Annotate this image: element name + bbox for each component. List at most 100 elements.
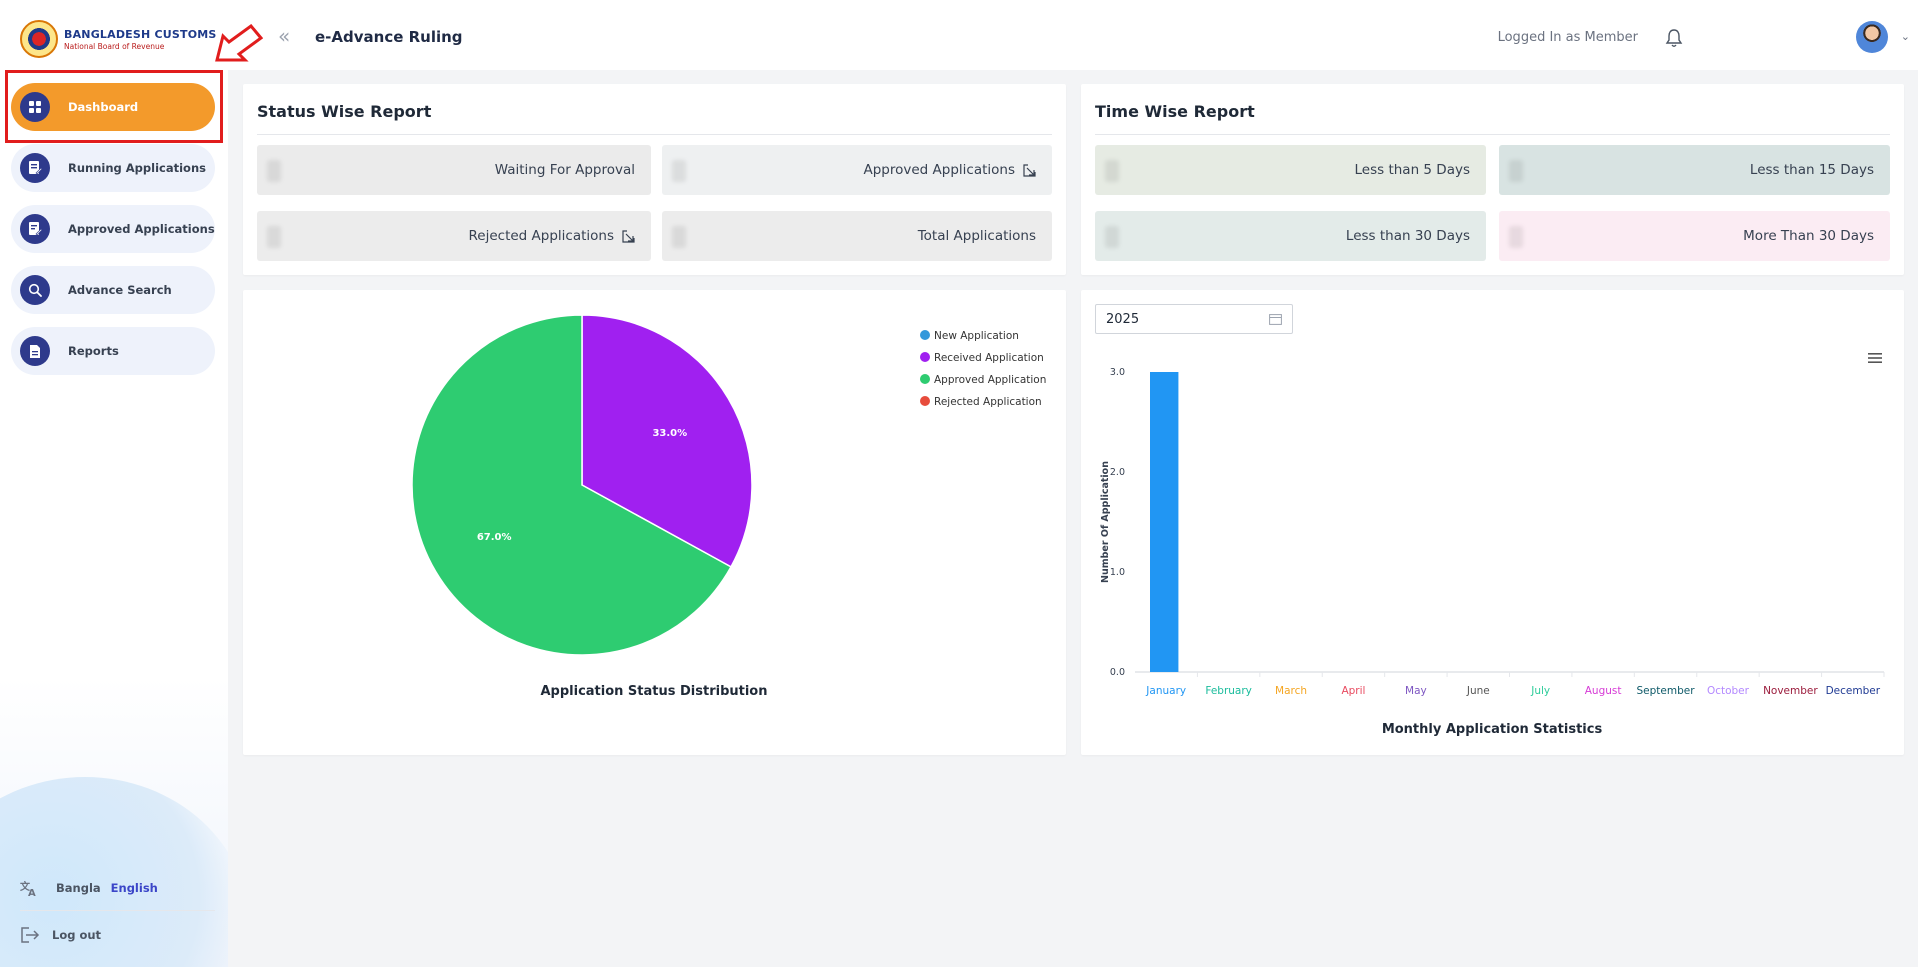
tile-less-than-15-days[interactable]: Less than 15 Days bbox=[1499, 145, 1890, 195]
x-tick-label: April bbox=[1341, 685, 1365, 697]
sidebar-item-label: Reports bbox=[68, 344, 119, 358]
sidebar-item-label: Dashboard bbox=[68, 100, 139, 114]
sidebar-item-label: Running Applications bbox=[68, 161, 206, 175]
chart-menu-icon[interactable] bbox=[1868, 352, 1882, 364]
approved-doc-icon bbox=[20, 214, 50, 244]
logout-button[interactable]: Log out bbox=[20, 926, 101, 944]
tile-count-blurred bbox=[1509, 226, 1523, 248]
calendar-icon bbox=[1269, 314, 1282, 325]
x-tick-label: May bbox=[1405, 685, 1427, 697]
chevron-down-icon[interactable]: ⌄ bbox=[1900, 30, 1910, 43]
bar-chart-card: 0.0 1.0 2.0 3.0 Number Of Application January… bbox=[1081, 290, 1904, 755]
tile-less-than-5-days[interactable]: Less than 5 Days bbox=[1095, 145, 1486, 195]
tile-more-than-30-days[interactable]: More Than 30 Days bbox=[1499, 211, 1890, 261]
tile-count-blurred bbox=[1105, 226, 1119, 248]
language-english[interactable]: English bbox=[110, 881, 158, 895]
x-tick-label: March bbox=[1275, 685, 1307, 697]
tile-label: Total Applications bbox=[917, 228, 1036, 244]
tile-less-than-30-days[interactable]: Less than 30 Days bbox=[1095, 211, 1486, 261]
x-tick-label: June bbox=[1466, 685, 1490, 697]
x-tick-label: February bbox=[1205, 685, 1252, 697]
tile-label: More Than 30 Days bbox=[1743, 228, 1874, 244]
tile-count-blurred bbox=[1105, 160, 1119, 182]
legend-label: Received Application bbox=[934, 352, 1044, 364]
bar-chart-title: Monthly Application Statistics bbox=[1382, 722, 1603, 737]
translate-icon: 文A bbox=[20, 880, 36, 897]
logout-icon bbox=[21, 927, 40, 943]
divider bbox=[257, 134, 1052, 135]
status-report-title: Status Wise Report bbox=[257, 102, 432, 121]
y-tick-label: 3.0 bbox=[1110, 367, 1125, 378]
bell-icon[interactable] bbox=[1665, 28, 1683, 48]
x-tick-label: October bbox=[1707, 685, 1750, 697]
sidebar-item-reports[interactable]: Reports bbox=[11, 327, 215, 375]
brand-title: BANGLADESH CUSTOMS bbox=[64, 27, 217, 41]
tile-label: Less than 30 Days bbox=[1345, 228, 1470, 244]
legend-label: Approved Application bbox=[934, 374, 1046, 386]
sidebar-item-label: Advance Search bbox=[68, 283, 172, 297]
tile-waiting-for-approval[interactable]: Waiting For Approval bbox=[257, 145, 651, 195]
tile-count-blurred bbox=[267, 160, 281, 182]
tile-label: Rejected Applications bbox=[468, 228, 614, 244]
tile-label: Waiting For Approval bbox=[494, 162, 635, 178]
time-report-card: Time Wise Report Less than 5 Days Less t… bbox=[1081, 84, 1904, 275]
x-tick-label: July bbox=[1530, 685, 1550, 697]
y-tick-label: 2.0 bbox=[1110, 467, 1125, 478]
pie-chart-card: 33.0% 67.0% New Application Received Applic… bbox=[243, 290, 1066, 755]
tile-approved-applications[interactable]: Approved Applications bbox=[662, 145, 1052, 195]
year-picker[interactable]: 2025 bbox=[1095, 304, 1293, 334]
tile-label: Less than 15 Days bbox=[1749, 162, 1874, 178]
sidebar-item-advance-search[interactable]: Advance Search bbox=[11, 266, 215, 314]
brand-subtitle: National Board of Revenue bbox=[64, 41, 165, 51]
brand-text: BANGLADESH CUSTOMS National Board of Rev… bbox=[64, 28, 217, 51]
pie-chart-title: Application Status Distribution bbox=[540, 684, 767, 699]
report-icon bbox=[20, 336, 50, 366]
y-tick-label: 1.0 bbox=[1110, 567, 1125, 578]
external-link-icon[interactable] bbox=[622, 229, 635, 243]
pie-slice-label: 67.0% bbox=[477, 532, 512, 543]
customs-seal-icon bbox=[20, 20, 58, 58]
edit-doc-icon bbox=[20, 153, 50, 183]
legend-swatch bbox=[920, 352, 930, 362]
tile-count-blurred bbox=[672, 226, 686, 248]
x-tick-label: December bbox=[1826, 685, 1881, 697]
bar-chart: 0.0 1.0 2.0 3.0 Number Of Application January… bbox=[1100, 367, 1885, 737]
sidebar: BANGLADESH CUSTOMS National Board of Rev… bbox=[0, 0, 228, 967]
y-tick-label: 0.0 bbox=[1110, 667, 1125, 678]
legend-swatch bbox=[920, 330, 930, 340]
collapse-sidebar-icon[interactable]: « bbox=[278, 24, 291, 48]
tile-count-blurred bbox=[672, 160, 686, 182]
avatar[interactable] bbox=[1856, 21, 1888, 53]
sidebar-nav: Dashboard Running Applications Approved … bbox=[11, 83, 215, 388]
pie-slice bbox=[411, 314, 732, 656]
tile-rejected-applications[interactable]: Rejected Applications bbox=[257, 211, 651, 261]
svg-text:A: A bbox=[28, 888, 36, 897]
tile-label: Less than 5 Days bbox=[1354, 162, 1471, 178]
tile-total-applications[interactable]: Total Applications bbox=[662, 211, 1052, 261]
logout-label: Log out bbox=[52, 928, 102, 942]
sidebar-item-running-applications[interactable]: Running Applications bbox=[11, 144, 215, 192]
legend-label: New Application bbox=[934, 330, 1019, 342]
tile-count-blurred bbox=[1509, 160, 1523, 182]
annotation-arrow-icon bbox=[215, 24, 263, 62]
sidebar-item-dashboard[interactable]: Dashboard bbox=[11, 83, 215, 131]
legend-label: Rejected Application bbox=[934, 396, 1042, 408]
time-report-title: Time Wise Report bbox=[1095, 102, 1255, 121]
login-status: Logged In as Member bbox=[1497, 30, 1638, 45]
sidebar-item-label: Approved Applications bbox=[68, 222, 215, 236]
brand-logo[interactable]: BANGLADESH CUSTOMS National Board of Rev… bbox=[20, 18, 217, 60]
y-axis-label: Number Of Application bbox=[1100, 461, 1111, 583]
sidebar-item-approved-applications[interactable]: Approved Applications bbox=[11, 205, 215, 253]
grid-icon bbox=[20, 92, 50, 122]
legend-swatch bbox=[920, 374, 930, 384]
top-bar: « e-Advance Ruling Logged In as Member ⌄ bbox=[228, 0, 1918, 70]
tile-count-blurred bbox=[267, 226, 281, 248]
external-link-icon[interactable] bbox=[1023, 163, 1036, 177]
pie-slice-label: 33.0% bbox=[652, 428, 687, 439]
x-tick-label: January bbox=[1145, 685, 1186, 697]
x-tick-label: September bbox=[1637, 685, 1696, 697]
svg-text:文: 文 bbox=[20, 880, 31, 893]
x-tick-label: November bbox=[1763, 685, 1818, 697]
language-bangla[interactable]: Bangla bbox=[56, 881, 101, 895]
